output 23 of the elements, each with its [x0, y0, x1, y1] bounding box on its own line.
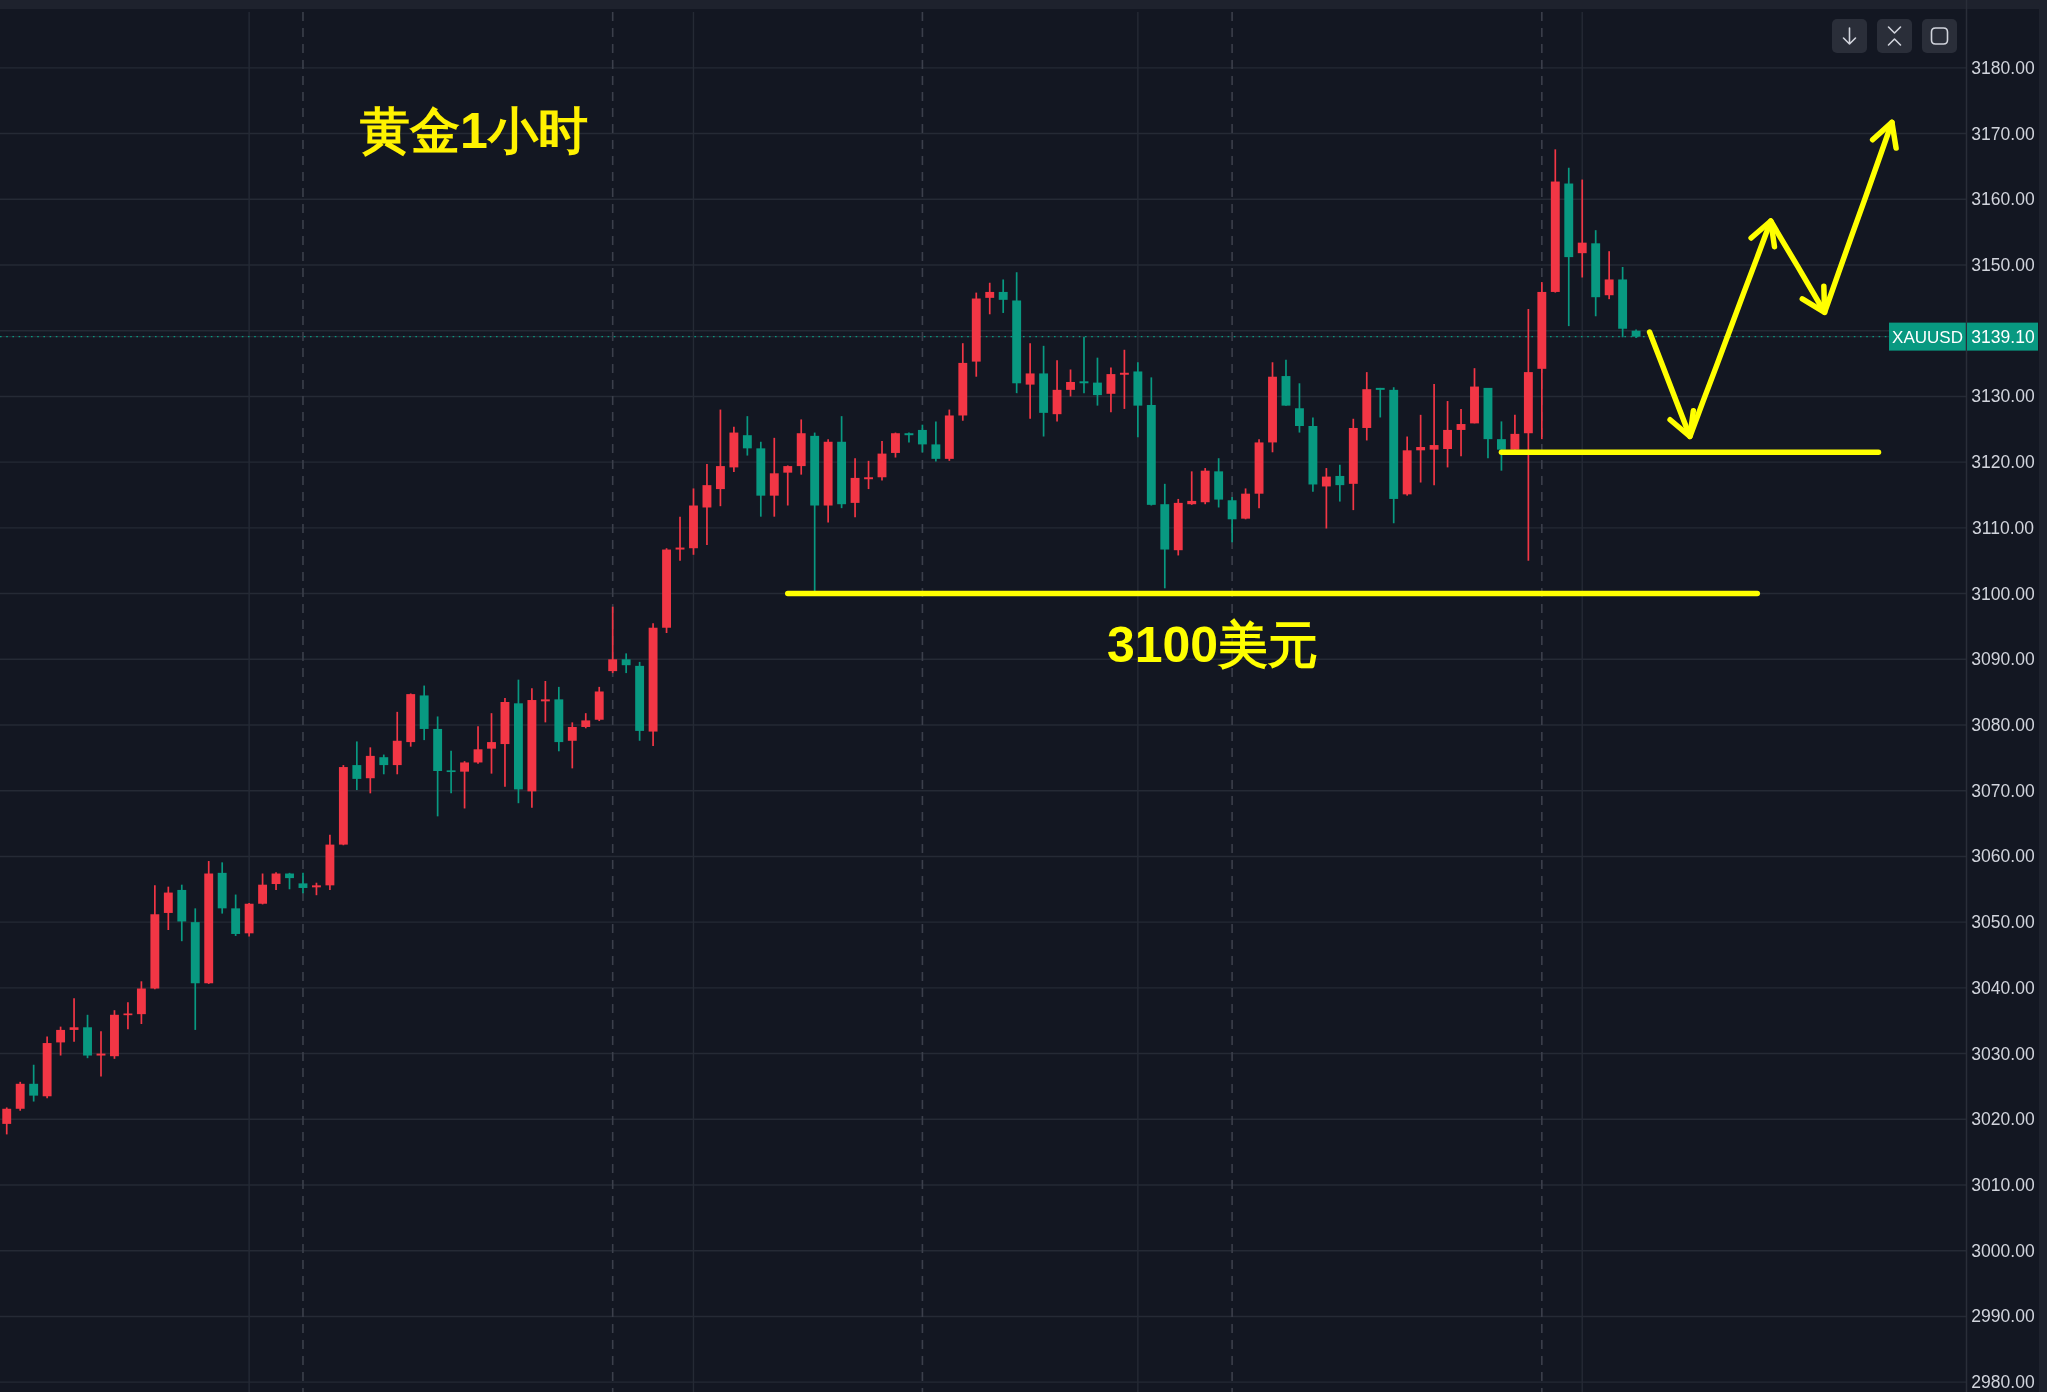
y-tick-label: 3150.00: [1971, 255, 2035, 275]
y-tick-label: 3000.00: [1971, 1240, 2035, 1261]
y-tick-label: 3170.00: [1971, 123, 2035, 144]
y-tick-label: 2980.00: [1971, 1372, 2035, 1392]
y-tick-label: 3180.00: [1971, 57, 2035, 78]
y-tick-label: 3130.00: [1971, 386, 2035, 407]
y-tick-label: 3040.00: [1971, 977, 2035, 998]
y-tick-label: 3080.00: [1971, 715, 2035, 735]
y-tick-label: 3090.00: [1971, 649, 2035, 670]
y-tick-label: 3139.10: [1971, 326, 2035, 347]
y-tick-label: 3110.00: [1972, 517, 2035, 538]
y-tick-label: 3160.00: [1971, 189, 2035, 210]
y-tick-label: 3060.00: [1971, 846, 2035, 867]
y-tick-label: 3100.00: [1971, 583, 2035, 604]
title: 黄金1小时: [360, 103, 588, 159]
ref-line-label: XAUUSD: [1892, 327, 1963, 347]
y-tick-label: 2990.00: [1971, 1306, 2035, 1327]
y-tick-label: 3020.00: [1971, 1109, 2035, 1130]
y-tick-label: 3070.00: [1971, 780, 2035, 801]
y-tick-label: 3120.00: [1971, 452, 2035, 473]
y-tick-label: 3050.00: [1971, 912, 2035, 933]
y-tick-label: 3030.00: [1971, 1043, 2035, 1064]
y-tick-label: 3010.00: [1971, 1175, 2035, 1195]
